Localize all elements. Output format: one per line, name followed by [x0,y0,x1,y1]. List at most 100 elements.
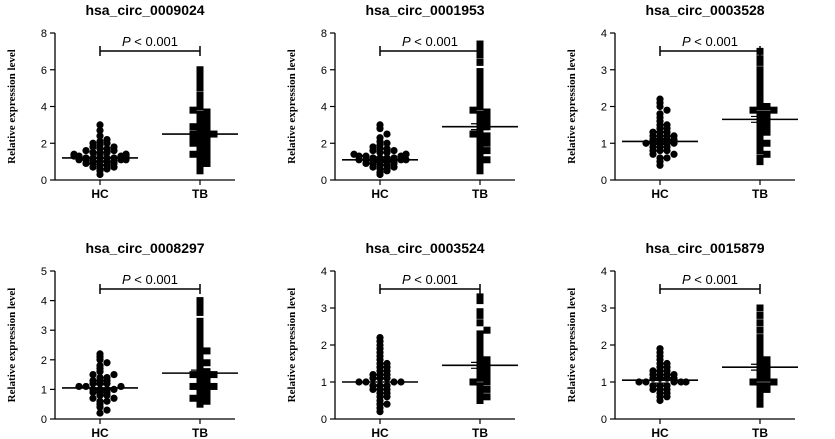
x-tick-label-hc: HC [91,426,109,439]
data-point-hc [663,359,671,368]
y-tick-label: 2 [321,138,327,150]
data-point-hc [649,128,657,136]
data-point-tb [483,112,491,120]
data-point-tb [196,137,204,145]
y-axis-label: Relative expression level [6,49,18,164]
data-point-tb [756,374,764,382]
x-tick-label-tb: TB [192,426,208,439]
data-point-tb [763,139,771,147]
p-symbol: P [682,272,691,287]
data-point-tb [203,143,211,151]
data-point-tb [476,389,484,397]
y-tick-label: 1 [601,138,607,150]
data-point-hc [376,334,384,342]
data-point-tb [189,382,197,390]
data-point-tb [476,334,484,342]
data-point-tb [203,132,211,140]
p-threshold: < 0.001 [131,272,178,287]
y-tick-label: 1 [601,377,607,389]
data-point-tb [756,58,764,66]
data-point-hc [649,367,657,375]
data-point-tb [483,132,491,140]
data-point-hc [663,106,671,114]
data-point-hc [96,397,104,405]
data-point-tb [756,382,764,390]
series-tb [442,40,518,175]
data-point-tb [476,79,484,87]
chart-title: hsa_circ_0003528 [645,2,764,18]
data-point-tb [210,382,218,390]
data-point-tb [483,326,491,334]
data-point-hc [110,371,118,379]
data-point-tb [756,136,764,144]
data-point-tb [203,397,211,405]
x-tick-label-tb: TB [192,187,208,201]
y-tick-label: 3 [41,325,47,337]
data-point-hc [663,382,671,390]
data-point-tb [196,335,204,343]
data-point-tb [483,374,491,382]
y-tick-label: 3 [601,303,607,315]
data-point-tb [203,152,211,160]
data-point-hc [649,382,657,390]
data-point-tb [756,304,764,312]
data-point-tb [196,308,204,316]
chart-panel-2: hsa_circ_0001953 0 2 4 6 8 Relative expression… [286,2,518,201]
data-point-hc [383,359,391,368]
p-threshold: < 0.001 [411,34,458,49]
data-point-tb [756,110,764,118]
data-point-tb [203,139,211,147]
data-point-tb [210,371,218,379]
data-point-hc [122,150,130,158]
data-point-tb [476,382,484,390]
data-point-hc [96,362,104,370]
data-point-tb [196,317,204,325]
p-symbol: P [122,272,131,287]
x-tick-label-hc: HC [91,187,109,201]
data-point-tb [756,66,764,74]
data-point-tb [756,397,764,404]
data-point-tb [756,139,764,147]
data-point-tb [476,356,484,364]
data-point-tb [476,40,484,48]
data-point-tb [756,91,764,99]
data-point-tb [483,360,491,367]
data-point-tb [196,121,204,129]
data-point-hc [656,382,664,390]
data-point-hc [656,110,664,118]
y-tick-label: 1 [41,384,47,396]
x-tick-label-hc: HC [371,187,389,201]
data-point-tb [763,125,771,133]
data-point-tb [196,69,204,77]
y-tick-label: 0 [601,414,607,426]
data-point-tb [756,337,764,345]
data-point-tb [476,152,484,160]
data-point-tb [763,110,771,118]
data-point-hc [117,382,125,391]
data-point-tb [749,106,757,114]
data-point-tb [476,397,484,404]
data-point-tb [476,345,484,353]
data-point-tb [196,161,204,169]
y-axis-label: Relative expression level [566,288,578,403]
data-point-hc [89,148,97,157]
series-tb [722,304,798,408]
y-tick-label: 3 [601,65,607,77]
data-point-tb [763,382,771,390]
data-point-tb [203,385,211,393]
data-point-tb [756,326,764,334]
data-point-tb [763,121,771,129]
data-point-tb [756,393,764,401]
data-point-tb [756,371,764,379]
data-point-tb [196,66,204,74]
p-threshold: < 0.001 [411,272,458,287]
data-point-tb [189,150,197,158]
data-point-tb [756,319,764,327]
series-hc [622,95,698,169]
data-point-tb [189,394,197,402]
data-point-tb [483,367,491,375]
data-point-tb [476,352,484,360]
data-point-tb [196,167,204,175]
data-point-tb [756,154,764,162]
